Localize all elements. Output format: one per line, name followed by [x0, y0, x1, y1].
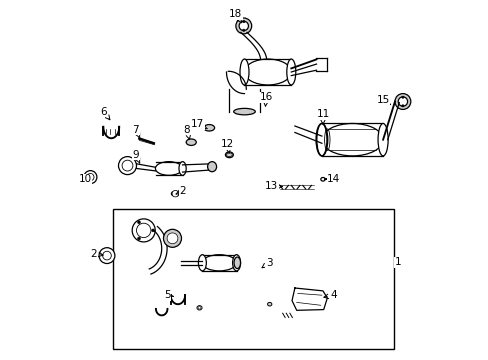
Ellipse shape [267, 302, 271, 306]
Circle shape [137, 237, 140, 240]
Circle shape [136, 223, 151, 238]
Ellipse shape [234, 257, 240, 269]
Text: 13: 13 [264, 181, 282, 192]
Ellipse shape [207, 162, 216, 172]
Circle shape [394, 94, 410, 109]
Circle shape [172, 190, 178, 197]
Ellipse shape [171, 191, 179, 196]
Circle shape [397, 97, 407, 106]
Circle shape [122, 160, 133, 171]
Text: 2: 2 [90, 249, 103, 259]
Text: 1: 1 [394, 257, 400, 267]
Ellipse shape [377, 123, 387, 156]
Ellipse shape [286, 59, 295, 85]
Circle shape [118, 157, 136, 175]
Text: 8: 8 [183, 125, 190, 139]
Ellipse shape [203, 125, 214, 131]
Ellipse shape [244, 59, 291, 85]
Circle shape [235, 18, 251, 34]
Ellipse shape [233, 108, 255, 115]
Text: 2: 2 [176, 186, 185, 196]
Text: 4: 4 [323, 290, 336, 300]
Ellipse shape [197, 306, 202, 310]
Circle shape [239, 21, 248, 31]
Text: 15: 15 [376, 95, 390, 105]
Ellipse shape [202, 255, 236, 271]
Ellipse shape [332, 178, 336, 181]
Text: 17: 17 [191, 119, 207, 129]
Ellipse shape [321, 123, 382, 156]
Circle shape [102, 251, 111, 260]
Text: 10: 10 [79, 174, 92, 184]
Text: 3: 3 [262, 258, 272, 268]
Ellipse shape [320, 177, 325, 181]
Circle shape [84, 171, 97, 184]
Ellipse shape [179, 162, 186, 175]
Circle shape [163, 229, 181, 247]
Ellipse shape [225, 152, 233, 158]
Circle shape [99, 248, 115, 264]
Ellipse shape [186, 139, 196, 145]
Ellipse shape [240, 59, 248, 85]
Circle shape [242, 21, 244, 23]
Circle shape [87, 174, 94, 181]
Text: 16: 16 [259, 92, 272, 106]
Circle shape [167, 233, 178, 244]
Text: 9: 9 [132, 150, 140, 163]
Bar [113, 209, 393, 349]
Circle shape [401, 96, 403, 98]
Ellipse shape [232, 255, 240, 271]
Ellipse shape [316, 123, 326, 156]
Circle shape [242, 29, 244, 31]
Text: 11: 11 [316, 109, 329, 124]
Circle shape [137, 221, 140, 224]
Text: 5: 5 [163, 290, 173, 300]
Text: 7: 7 [132, 125, 140, 138]
Ellipse shape [198, 307, 201, 309]
Ellipse shape [155, 162, 182, 175]
Text: 14: 14 [326, 174, 340, 184]
Text: 18: 18 [229, 9, 242, 23]
Circle shape [151, 229, 154, 232]
Ellipse shape [198, 255, 206, 271]
Circle shape [132, 219, 155, 242]
Text: 12: 12 [221, 139, 234, 153]
Circle shape [401, 105, 403, 107]
Text: 6: 6 [100, 107, 110, 120]
